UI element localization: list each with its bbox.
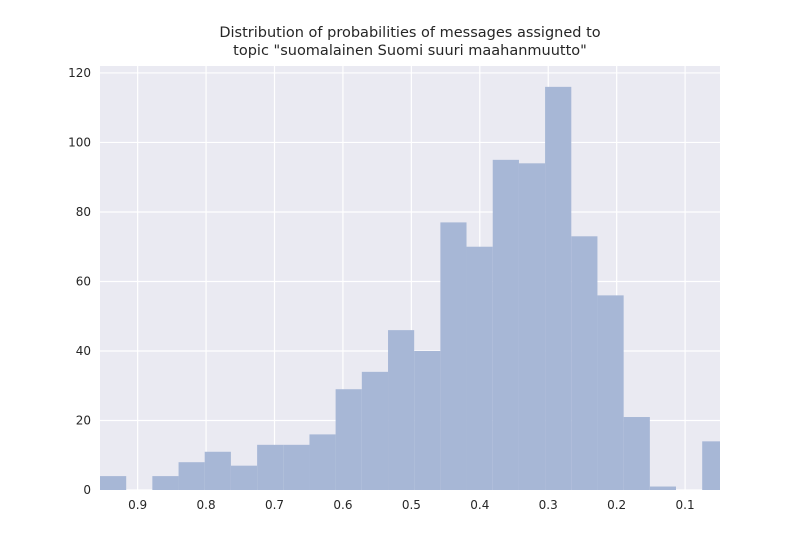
y-axis-ticks: 0 20 40 60 80 100 120	[68, 66, 91, 497]
histogram-bar-18	[571, 236, 598, 490]
histogram-bar-7	[283, 444, 310, 490]
histogram-bar-2	[152, 476, 179, 490]
histogram-bar-12	[414, 350, 441, 490]
x-tick-label-0: 0.9	[128, 498, 147, 512]
x-tick-label-2: 0.7	[265, 498, 284, 512]
y-tick-label-6: 120	[68, 66, 91, 80]
x-tick-label-6: 0.3	[539, 498, 558, 512]
y-tick-label-0: 0	[83, 483, 91, 497]
histogram-bar-23	[702, 441, 720, 490]
chart-title: Distribution of probabilities of message…	[100, 24, 720, 60]
chart-title-line-2: topic "suomalainen Suomi suuri maahanmuu…	[233, 43, 587, 59]
x-tick-label-7: 0.2	[607, 498, 626, 512]
histogram-bar-10	[361, 371, 389, 490]
histogram-bars	[100, 86, 720, 491]
chart-title-line-1: Distribution of probabilities of message…	[219, 25, 601, 41]
histogram-bar-20	[623, 417, 650, 490]
histogram-bar-21	[649, 486, 676, 490]
y-tick-label-3: 60	[76, 274, 91, 288]
histogram-bar-15	[492, 159, 519, 490]
x-tick-label-8: 0.1	[676, 498, 695, 512]
histogram-bar-3	[178, 462, 205, 490]
histogram-bar-19	[597, 295, 624, 490]
histogram-bar-0	[100, 476, 127, 490]
x-tick-label-4: 0.5	[402, 498, 421, 512]
histogram-bar-8	[309, 434, 336, 490]
histogram-bar-17	[545, 86, 572, 490]
x-tick-label-5: 0.4	[470, 498, 489, 512]
histogram-bar-5	[230, 465, 258, 490]
histogram-bar-13	[440, 222, 467, 491]
histogram-bar-11	[388, 330, 415, 490]
x-tick-label-3: 0.6	[333, 498, 352, 512]
histogram-bar-16	[518, 163, 546, 491]
y-tick-label-1: 20	[76, 413, 91, 427]
y-tick-label-2: 40	[76, 344, 91, 358]
histogram-bar-9	[335, 389, 362, 490]
histogram-bar-14	[466, 246, 493, 490]
x-tick-label-1: 0.8	[197, 498, 216, 512]
y-tick-label-4: 80	[76, 205, 91, 219]
histogram-bar-4	[204, 451, 231, 490]
x-axis-ticks: 0.9 0.8 0.7 0.6 0.5 0.4 0.3 0.2 0.1	[128, 498, 695, 512]
histogram-bar-6	[257, 444, 284, 490]
y-tick-label-5: 100	[68, 135, 91, 149]
